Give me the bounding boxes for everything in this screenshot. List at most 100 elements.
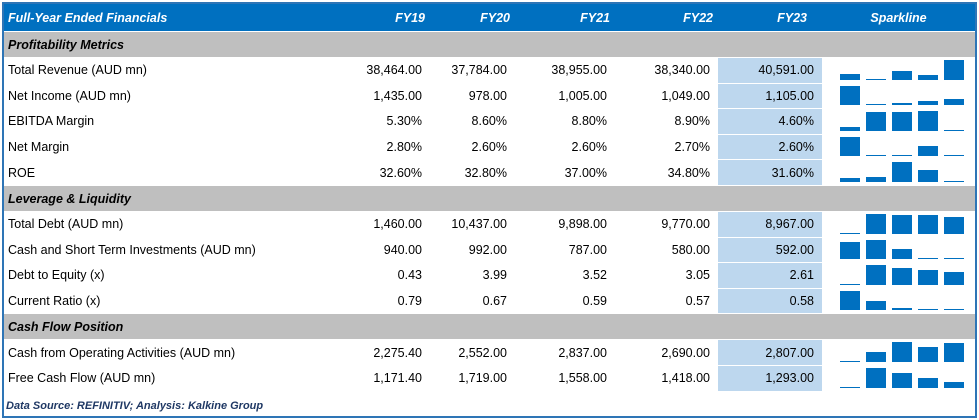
sparkline-bar <box>892 373 912 388</box>
sparkline-bar <box>944 382 964 388</box>
value-cell: 0.79 <box>397 294 422 309</box>
value-cell: 9,898.00 <box>558 217 607 232</box>
fy23-bg <box>718 83 822 109</box>
value-cell: 2.60% <box>571 140 607 155</box>
value-cell: 8,967.00 <box>765 217 814 232</box>
sparkline-bar <box>840 361 860 362</box>
sparkline-bar <box>866 214 886 234</box>
sparkline-bar <box>944 272 964 285</box>
value-cell: 5.30% <box>386 114 422 129</box>
fy23-bg <box>718 134 822 160</box>
value-cell: 1,171.40 <box>373 371 422 386</box>
sparkline-bar <box>866 239 886 260</box>
fy23-bg <box>718 160 822 185</box>
value-cell: 992.00 <box>468 242 507 257</box>
sparkline-bar <box>918 169 938 182</box>
sparkline-bar <box>892 70 912 80</box>
value-cell: 38,464.00 <box>366 63 422 78</box>
value-cell: 0.43 <box>397 268 422 283</box>
sparkline-bar <box>892 111 912 131</box>
footer: Data Source: REFINITIV; Analysis: Kalkin… <box>6 400 264 412</box>
fy23-bg <box>718 366 822 391</box>
sparkline-bar <box>866 78 886 80</box>
value-cell: 3.05 <box>685 268 710 283</box>
row-label: Total Debt (AUD mn) <box>8 217 124 232</box>
sparkline-bar <box>918 215 938 234</box>
value-cell: 592.00 <box>775 242 814 257</box>
value-cell: 32.60% <box>379 165 422 180</box>
sparkline-bar <box>840 74 860 80</box>
sparkline-bar <box>840 386 860 388</box>
sparkline-bar <box>892 307 912 311</box>
fy23-bg <box>718 263 822 288</box>
row-label: Free Cash Flow (AUD mn) <box>8 371 156 386</box>
fy23-bg <box>718 212 822 237</box>
sparkline-bar <box>866 351 886 362</box>
sparkline-bar <box>918 270 938 285</box>
value-cell: 8.60% <box>471 114 507 129</box>
sparkline-bar <box>866 176 886 182</box>
sparkline-bar <box>892 162 912 182</box>
fy23-bg <box>718 340 822 365</box>
value-cell: 4.60% <box>778 114 814 129</box>
sparkline-bar <box>944 60 964 80</box>
value-cell: 8.90% <box>674 114 710 129</box>
fy23-bg <box>718 109 822 134</box>
row-label: Debt to Equity (x) <box>8 268 105 283</box>
sparkline-bar <box>918 101 938 106</box>
row-label: Net Margin <box>8 140 70 155</box>
value-cell: 2.61 <box>789 268 814 283</box>
value-cell: 38,340.00 <box>654 63 710 78</box>
fy23-bg <box>718 288 822 314</box>
column-header: FY23 <box>718 4 807 31</box>
sparkline-bar <box>892 155 912 157</box>
value-cell: 32.80% <box>464 165 507 180</box>
sparkline-bar <box>866 155 886 157</box>
value-cell: 9,770.00 <box>661 217 710 232</box>
value-cell: 37.00% <box>564 165 607 180</box>
sparkline-bar <box>918 74 938 80</box>
value-cell: 1,105.00 <box>765 88 814 103</box>
sparkline-bar <box>944 308 964 311</box>
value-cell: 2.80% <box>386 140 422 155</box>
sparkline-bar <box>840 126 860 131</box>
column-header: FY20 <box>430 4 510 31</box>
value-cell: 34.80% <box>667 165 710 180</box>
sparkline-bar <box>840 283 860 285</box>
sparkline-bar <box>892 215 912 234</box>
sparkline-bar <box>918 111 938 131</box>
sparkline-header: Sparkline <box>822 4 975 31</box>
value-cell: 2.60% <box>471 140 507 155</box>
value-cell: 787.00 <box>568 242 607 257</box>
row-label: EBITDA Margin <box>8 114 95 129</box>
section-title: Leverage & Liquidity <box>8 186 408 211</box>
sparkline-bar <box>918 378 938 388</box>
value-cell: 2,807.00 <box>765 345 814 360</box>
row-label: Cash and Short Term Investments (AUD mn) <box>8 242 256 257</box>
sparkline-bar <box>892 267 912 285</box>
sparkline-bar <box>944 129 964 131</box>
column-header: FY21 <box>515 4 610 31</box>
column-header: FY22 <box>615 4 713 31</box>
sparkline-bar <box>866 104 886 106</box>
header-title: Full-Year Ended Financials <box>8 4 328 31</box>
section-title: Cash Flow Position <box>8 314 408 340</box>
value-cell: 2,552.00 <box>458 345 507 360</box>
sparkline-bar <box>840 85 860 106</box>
column-header: FY19 <box>330 4 425 31</box>
section-title: Profitability Metrics <box>8 32 408 57</box>
fy23-bg <box>718 237 822 263</box>
value-cell: 10,437.00 <box>451 217 507 232</box>
sparkline-bar <box>944 217 964 234</box>
row-label: Current Ratio (x) <box>8 294 101 309</box>
value-cell: 2,690.00 <box>661 345 710 360</box>
value-cell: 2,275.40 <box>373 345 422 360</box>
value-cell: 2,837.00 <box>558 345 607 360</box>
value-cell: 31.60% <box>771 165 814 180</box>
sparkline-bar <box>944 181 964 182</box>
value-cell: 978.00 <box>468 88 507 103</box>
sparkline-bar <box>840 290 860 311</box>
sparkline-bar <box>944 99 964 106</box>
value-cell: 3.52 <box>582 268 607 283</box>
sparkline-bar <box>944 343 964 362</box>
